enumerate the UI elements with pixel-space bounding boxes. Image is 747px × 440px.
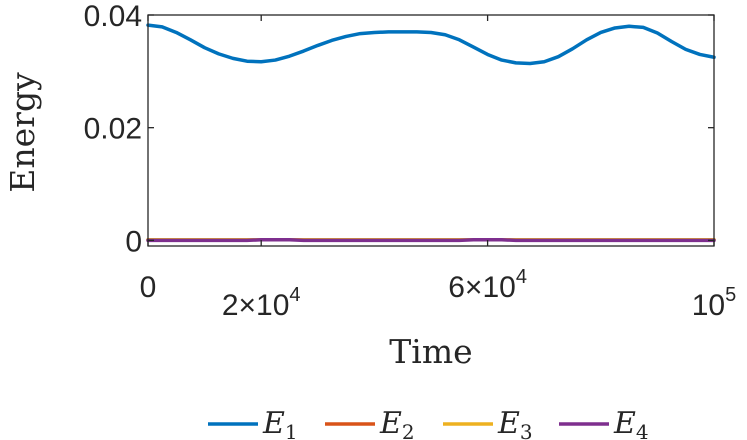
y-tick-label: 0 bbox=[125, 225, 142, 258]
legend-item-e2: E2 bbox=[325, 406, 415, 440]
tick-labels: 0 2×104 6×104 105 0 0.02 0.04 bbox=[84, 0, 737, 322]
y-axis-title: Energy bbox=[3, 72, 42, 193]
legend-item-e4: E4 bbox=[559, 406, 649, 440]
x-tick-label: 105 bbox=[692, 284, 737, 322]
y-tick-label: 0.04 bbox=[84, 0, 142, 33]
y-tick-label: 0.02 bbox=[84, 113, 142, 146]
legend-label: E2 bbox=[379, 406, 415, 440]
x-axis-title: Time bbox=[389, 332, 472, 371]
axis-ticks bbox=[147, 14, 715, 246]
legend-label: E1 bbox=[262, 406, 298, 440]
plot-lines bbox=[146, 23, 716, 243]
legend-label: E3 bbox=[497, 406, 533, 440]
plot-frame bbox=[147, 14, 715, 247]
series-line-e4 bbox=[146, 238, 716, 243]
series-line-e1 bbox=[146, 23, 716, 66]
legend-item-e3: E3 bbox=[443, 406, 533, 440]
x-tick-label: 6×104 bbox=[448, 266, 527, 304]
legend-item-e1: E1 bbox=[208, 406, 298, 440]
legend: E1 E2 E3 E4 bbox=[208, 406, 649, 440]
x-tick-label: 2×104 bbox=[222, 284, 301, 322]
x-tick-label: 0 bbox=[140, 271, 157, 304]
legend-label: E4 bbox=[613, 406, 649, 440]
